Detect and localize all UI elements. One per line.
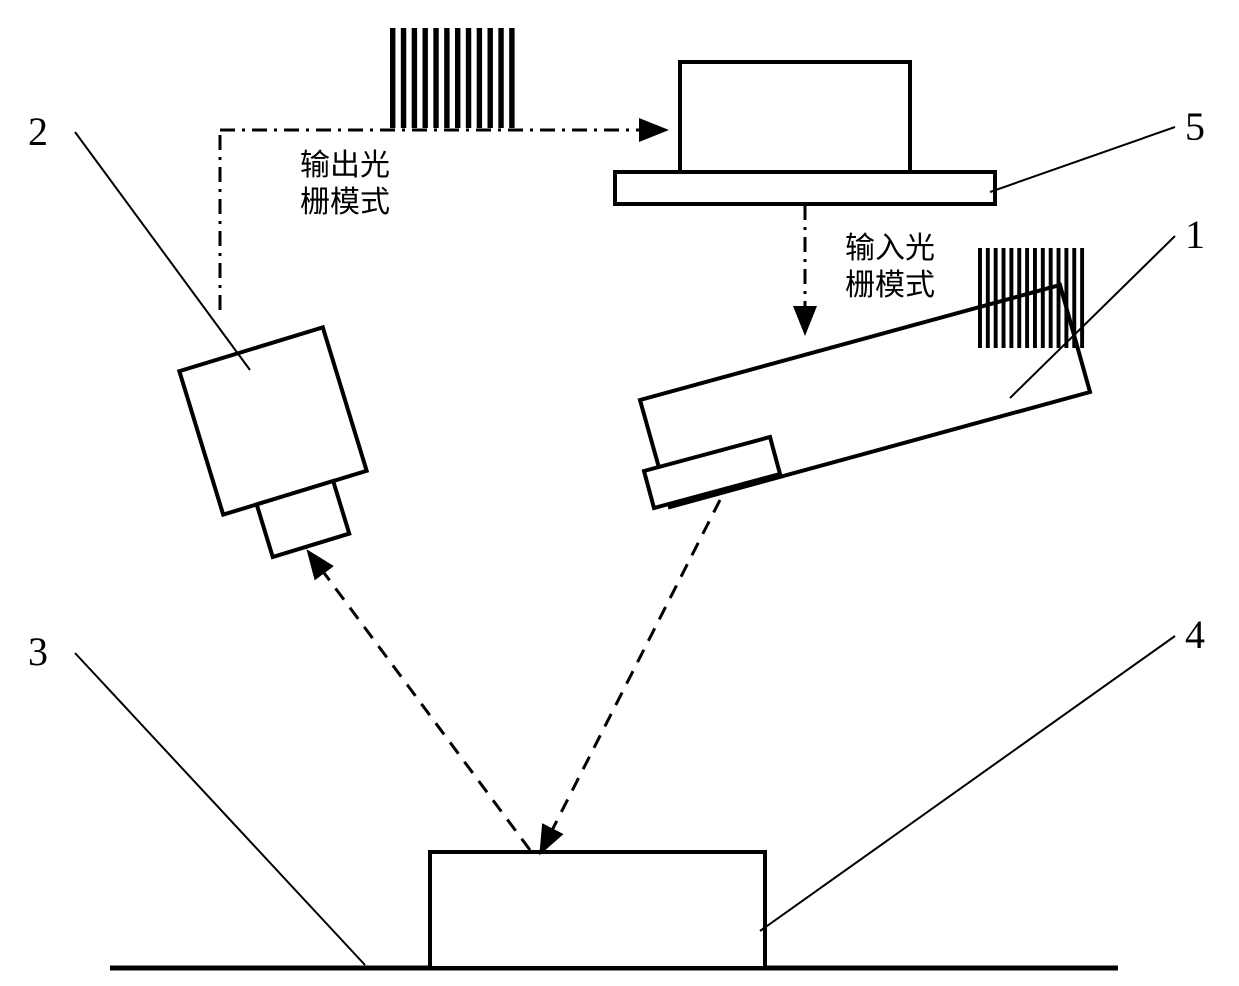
callout-line-3	[75, 653, 365, 965]
camera	[179, 327, 382, 567]
callout-3: 3	[28, 629, 48, 674]
callout-4: 4	[1185, 612, 1205, 657]
output-grating-label-line1: 输出光	[300, 149, 390, 182]
callout-1: 1	[1185, 212, 1205, 257]
device5-plate	[615, 172, 995, 204]
input-grating-label-line1: 输入光	[845, 232, 935, 265]
projection-ray	[542, 500, 720, 850]
callout-line-5	[990, 127, 1175, 192]
output-grating-icon	[390, 28, 515, 128]
callout-line-2	[75, 132, 250, 370]
device5-body	[680, 62, 910, 172]
input-grating-label-line2: 栅模式	[845, 269, 935, 302]
target-block	[430, 852, 765, 968]
callout-5: 5	[1185, 104, 1205, 149]
output-grating-label-line2: 栅模式	[300, 186, 390, 219]
callout-line-4	[760, 636, 1175, 931]
callout-2: 2	[28, 109, 48, 154]
camera-ray	[310, 554, 530, 850]
